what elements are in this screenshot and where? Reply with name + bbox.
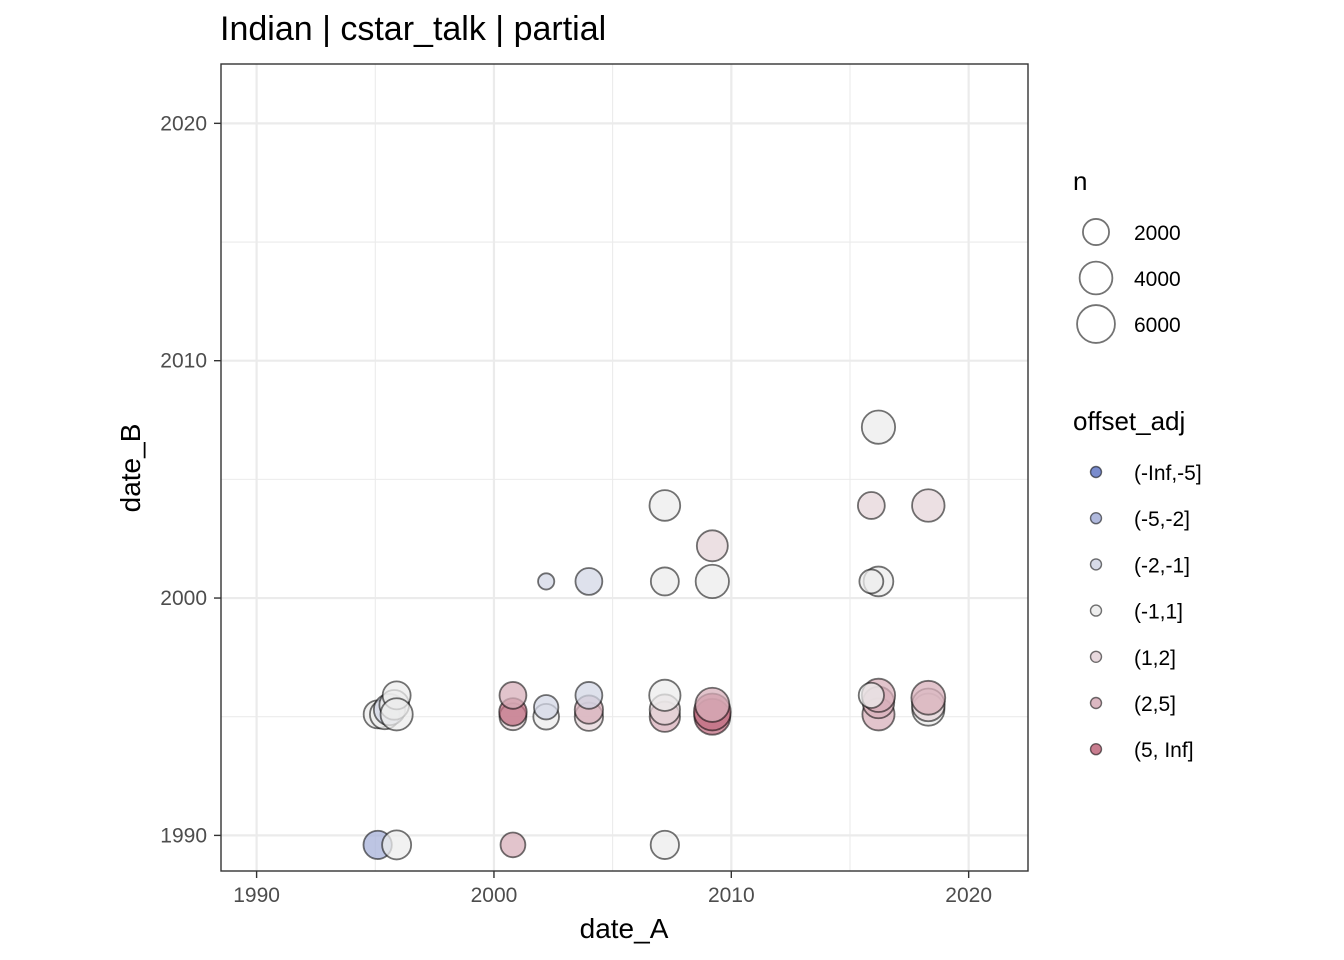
color-legend-key [1089,512,1103,525]
data-point [857,491,886,520]
data-point [648,678,682,712]
x-axis: 1990 2000 2010 2020 [233,871,992,907]
size-legend-key [1076,304,1116,344]
color-legend-label: (1,2] [1134,647,1176,670]
plot-panel [220,63,1029,872]
data-point [537,572,556,591]
color-legend-key [1089,465,1103,479]
color-legend-label: (5, Inf] [1134,739,1194,762]
data-point [858,568,885,595]
color-legend-key [1089,650,1103,663]
data-point [648,489,682,522]
y-tick-label: 1990 [160,824,207,847]
data-point [695,529,729,563]
x-tick-label: 2000 [471,884,518,907]
y-axis-title: date_B [115,424,146,513]
x-tick-label: 1990 [233,884,280,907]
data-point [574,681,604,710]
data-points [362,409,947,861]
chart-title: Indian | cstar_talk | partial [220,10,606,48]
color-legend-title: offset_adj [1073,406,1185,436]
color-legend-key [1089,696,1103,710]
x-tick-label: 2020 [945,884,992,907]
panel-border [220,63,1029,872]
y-tick-label: 2010 [160,350,207,373]
data-point [533,694,560,721]
data-point [499,831,527,859]
color-legend-label: (2,5] [1134,693,1176,716]
data-point [379,697,414,732]
y-axis: 1990 2000 2010 2020 [160,112,221,847]
minor-gridlines [221,64,1028,871]
data-point [649,829,680,860]
data-point [574,567,604,596]
color-legend: offset_adj (-Inf,-5] (-5,-2] (-2,-1] (-1,1]… [1073,406,1202,762]
data-point [857,681,885,709]
size-legend-key [1082,218,1110,246]
y-tick-label: 2000 [160,587,207,610]
color-legend-key [1089,558,1103,571]
x-axis-title: date_A [580,913,669,944]
color-legend-label: (-5,-2] [1134,508,1190,531]
size-legend: n 2000 4000 6000 [1073,166,1181,344]
data-point [694,563,730,599]
color-legend-key [1089,604,1103,617]
y-tick-label: 2020 [160,112,207,135]
size-legend-label: 6000 [1134,314,1181,337]
x-tick-label: 2010 [708,884,755,907]
data-point [498,681,528,710]
data-point [694,686,731,723]
size-legend-key [1078,260,1114,296]
panel-background [221,64,1028,871]
major-gridlines [221,64,1028,871]
data-point [911,488,946,523]
color-legend-label: (-2,-1] [1134,554,1190,577]
color-legend-label: (-1,1] [1134,601,1183,624]
size-legend-label: 4000 [1134,268,1181,291]
color-legend-label: (-Inf,-5] [1134,462,1202,485]
data-point [860,409,897,445]
color-legend-key [1089,743,1103,756]
size-legend-label: 2000 [1134,222,1181,245]
data-point [381,829,413,861]
size-legend-title: n [1073,166,1087,196]
data-point [910,679,947,716]
data-point [649,566,680,597]
